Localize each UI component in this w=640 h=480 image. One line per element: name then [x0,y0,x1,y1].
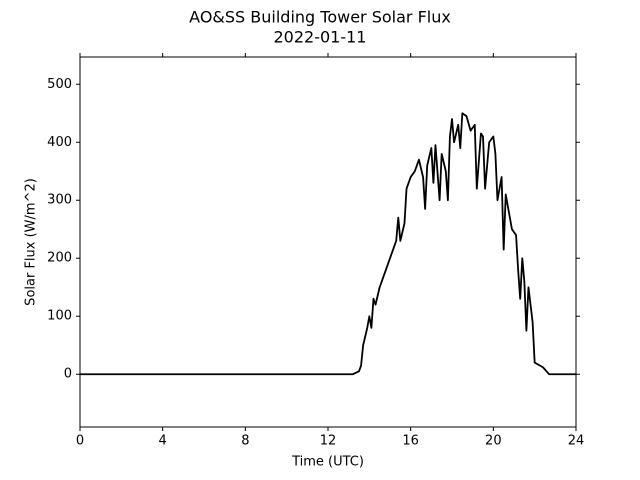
y-axis-label: Solar Flux (W/m^2) [24,178,39,306]
x-tick-label: 8 [241,434,249,449]
y-tick-label: 500 [47,77,72,92]
plot-frame [79,56,577,428]
x-axis-label: Time (UTC) [291,455,364,470]
x-tick-label: 16 [402,434,419,449]
y-tick-label: 100 [47,309,72,324]
x-tick-label: 20 [485,434,502,449]
x-tick-label: 24 [568,434,585,449]
x-tick-label: 4 [159,434,167,449]
y-tick-label: 400 [47,135,72,150]
y-tick-label: 0 [64,367,72,382]
y-tick-label: 200 [47,251,72,266]
y-tick-label: 300 [47,193,72,208]
flux-line [80,112,576,376]
chart-title: AO&SS Building Tower Solar Flux [189,8,451,27]
chart-subtitle: 2022-01-11 [274,28,367,47]
x-tick-label: 0 [76,434,84,449]
x-tick-label: 12 [320,434,337,449]
